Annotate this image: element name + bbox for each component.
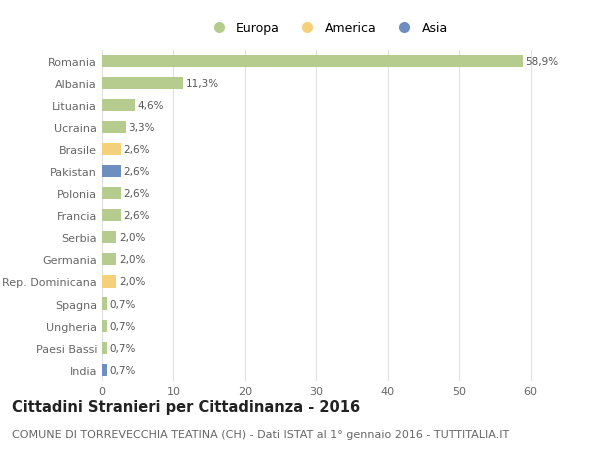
Bar bbox=[102, 56, 523, 67]
Text: 0,7%: 0,7% bbox=[110, 321, 136, 331]
Legend: Europa, America, Asia: Europa, America, Asia bbox=[201, 17, 453, 40]
Bar bbox=[102, 364, 107, 376]
Text: 0,7%: 0,7% bbox=[110, 343, 136, 353]
Text: 2,0%: 2,0% bbox=[119, 277, 146, 287]
Bar bbox=[102, 122, 125, 134]
Text: 11,3%: 11,3% bbox=[185, 78, 218, 89]
Bar bbox=[102, 100, 135, 112]
Text: 2,6%: 2,6% bbox=[124, 189, 150, 199]
Text: COMUNE DI TORREVECCHIA TEATINA (CH) - Dati ISTAT al 1° gennaio 2016 - TUTTITALIA: COMUNE DI TORREVECCHIA TEATINA (CH) - Da… bbox=[12, 429, 509, 439]
Text: 0,7%: 0,7% bbox=[110, 299, 136, 309]
Text: 2,0%: 2,0% bbox=[119, 233, 146, 243]
Bar bbox=[102, 254, 116, 266]
Bar bbox=[102, 342, 107, 354]
Bar bbox=[102, 276, 116, 288]
Text: 3,3%: 3,3% bbox=[128, 123, 155, 133]
Text: 4,6%: 4,6% bbox=[138, 101, 164, 111]
Bar bbox=[102, 166, 121, 178]
Text: 2,6%: 2,6% bbox=[124, 145, 150, 155]
Text: 2,6%: 2,6% bbox=[124, 167, 150, 177]
Text: 0,7%: 0,7% bbox=[110, 365, 136, 375]
Bar bbox=[102, 298, 107, 310]
Text: Cittadini Stranieri per Cittadinanza - 2016: Cittadini Stranieri per Cittadinanza - 2… bbox=[12, 399, 360, 414]
Text: 2,0%: 2,0% bbox=[119, 255, 146, 265]
Bar bbox=[102, 320, 107, 332]
Text: 58,9%: 58,9% bbox=[526, 56, 559, 67]
Bar bbox=[102, 232, 116, 244]
Text: 2,6%: 2,6% bbox=[124, 211, 150, 221]
Bar bbox=[102, 144, 121, 156]
Bar bbox=[102, 188, 121, 200]
Bar bbox=[102, 78, 183, 90]
Bar bbox=[102, 210, 121, 222]
